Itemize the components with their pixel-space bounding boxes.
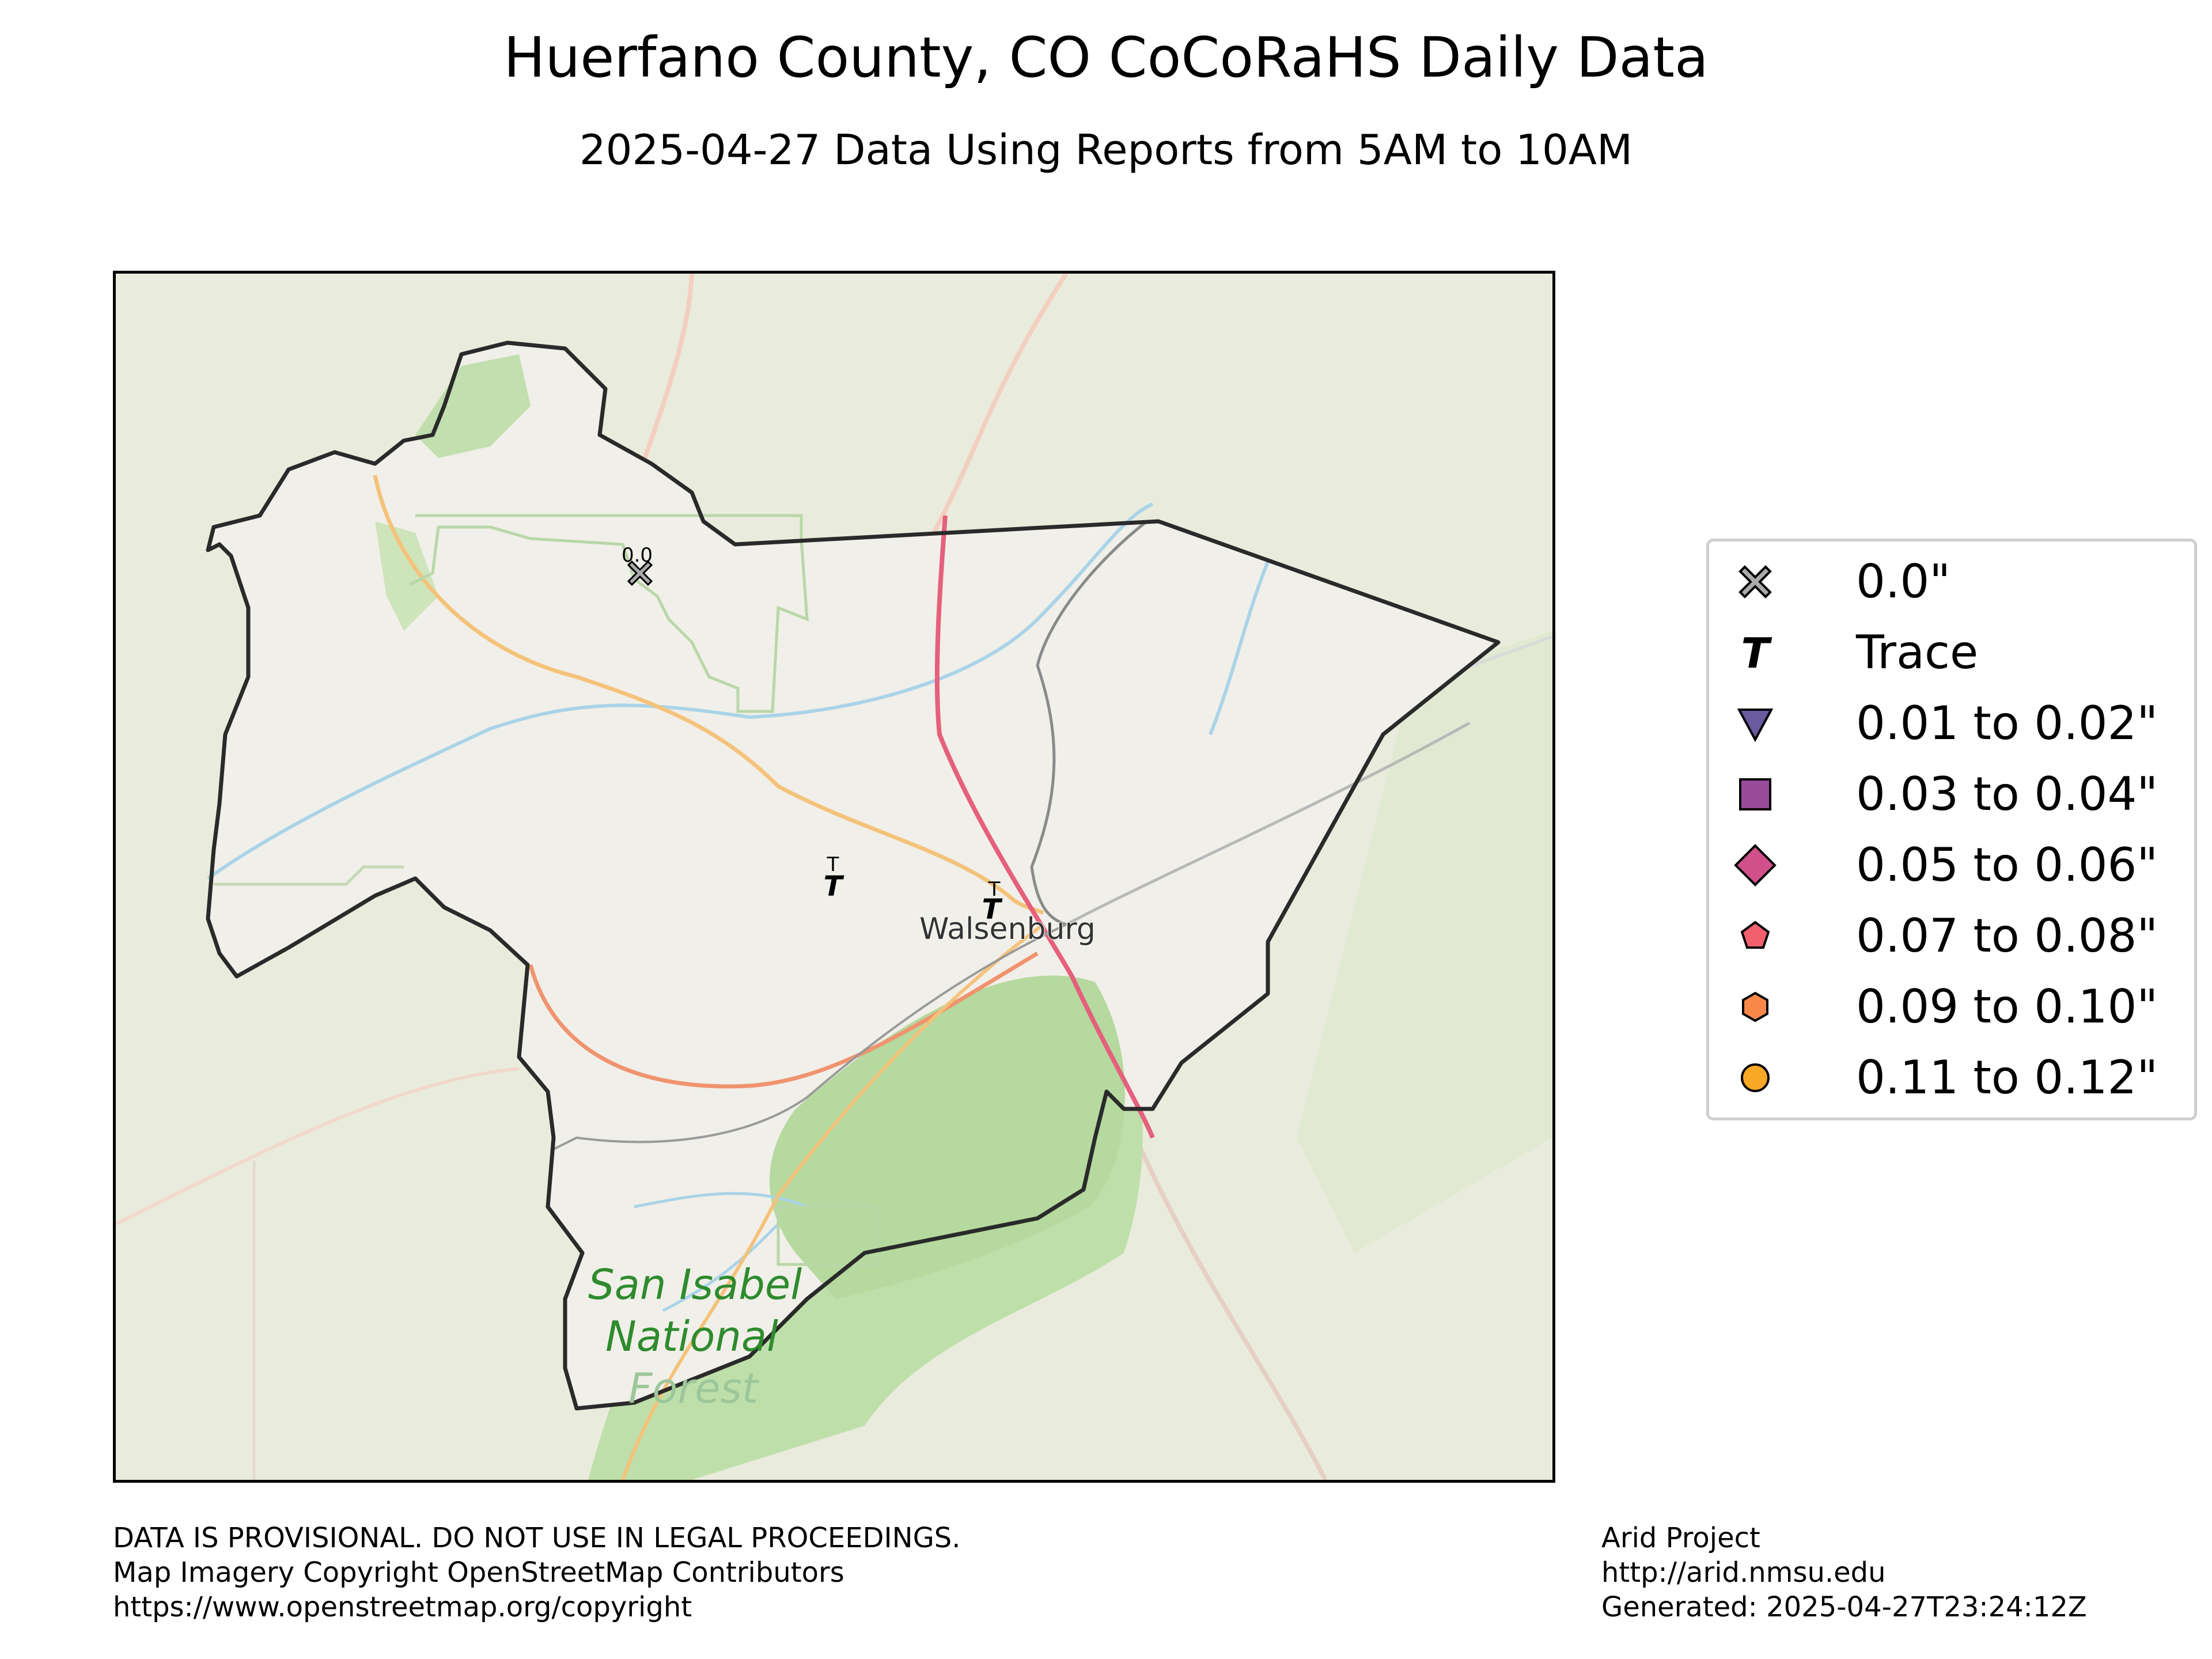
legend-item-0: 0.0" bbox=[1709, 550, 2194, 613]
legend-label: 0.11 to 0.12" bbox=[1856, 1051, 2158, 1104]
basemap-layer bbox=[116, 274, 1552, 1480]
footer-line-copyright-url[interactable]: https://www.openstreetmap.org/copyright bbox=[113, 1591, 692, 1623]
legend-label: 0.05 to 0.06" bbox=[1856, 838, 2158, 892]
railroad-south bbox=[553, 923, 1067, 1150]
footer-credits: Arid Project http://arid.nmsu.edu Genera… bbox=[1601, 1521, 2087, 1624]
footer-line-project-url[interactable]: http://arid.nmsu.edu bbox=[1601, 1556, 1886, 1589]
map-canvas[interactable]: Walsenburg San Isabel National Forest 0.… bbox=[116, 274, 1552, 1480]
circle-icon bbox=[1741, 1063, 1770, 1092]
railroad-north bbox=[1030, 520, 1148, 926]
legend-label: 0.09 to 0.10" bbox=[1856, 980, 2158, 1033]
legend-label: 0.0" bbox=[1856, 555, 1951, 608]
legend: 0.0" T Trace 0.01 to 0.02" 0.03 to 0.04"… bbox=[1706, 539, 2197, 1120]
forest-boundary-north bbox=[408, 514, 809, 713]
station-3[interactable]: T T bbox=[982, 878, 1003, 926]
x-cross-icon bbox=[627, 560, 653, 586]
basemap-green-east bbox=[1297, 631, 1552, 1253]
road-hwy-69 bbox=[373, 475, 1044, 915]
x-cross-icon bbox=[1738, 565, 1772, 599]
station-1[interactable]: 0.0 bbox=[622, 544, 653, 586]
forest-patch-nw bbox=[375, 521, 438, 631]
legend-item-1: T Trace bbox=[1709, 621, 2194, 684]
forest-label-line3: Forest bbox=[628, 1364, 760, 1412]
footer-line-project: Arid Project bbox=[1601, 1522, 1760, 1554]
legend-label: 0.03 to 0.04" bbox=[1856, 767, 2158, 821]
road-i25 bbox=[934, 515, 1155, 1139]
diamond-icon bbox=[1734, 844, 1777, 887]
forest-patch-north bbox=[415, 354, 531, 458]
river-sw bbox=[662, 1223, 779, 1312]
legend-item-3: 0.03 to 0.04" bbox=[1709, 763, 2194, 826]
basemap-road-south bbox=[1122, 1108, 1328, 1480]
county-border bbox=[206, 340, 1501, 1411]
t-icon: T bbox=[824, 870, 844, 903]
legend-item-6: 0.09 to 0.10" bbox=[1709, 975, 2194, 1039]
t-icon: T bbox=[1741, 630, 1772, 676]
svg-text:T: T bbox=[1741, 630, 1772, 676]
footer-line-imagery: Map Imagery Copyright OpenStreetMap Cont… bbox=[113, 1556, 844, 1589]
square-icon bbox=[1739, 778, 1771, 810]
legend-item-5: 0.07 to 0.08" bbox=[1709, 904, 2194, 968]
map-panel[interactable]: Walsenburg San Isabel National Forest 0.… bbox=[113, 271, 1555, 1483]
river-south bbox=[634, 1192, 808, 1209]
forest-label-line1: San Isabel bbox=[588, 1260, 802, 1309]
forest-boundary-west bbox=[214, 865, 404, 886]
station-label: T bbox=[988, 878, 1001, 901]
basemap-road-ne bbox=[931, 274, 1069, 534]
forest-label-line2: National bbox=[605, 1312, 778, 1361]
railroad-east bbox=[1065, 721, 1471, 926]
river-huerfano bbox=[207, 502, 1154, 880]
county-shape bbox=[208, 343, 1498, 1408]
station-2[interactable]: T T bbox=[824, 853, 844, 903]
footer-line-generated: Generated: 2025-04-27T23:24:12Z bbox=[1601, 1591, 2087, 1623]
pentagon-icon bbox=[1740, 921, 1770, 949]
legend-label: 0.01 to 0.02" bbox=[1856, 696, 2158, 750]
river-east bbox=[1209, 560, 1270, 736]
basemap-road-sw bbox=[116, 1067, 520, 1226]
station-label: T bbox=[827, 853, 839, 876]
legend-item-2: 0.01 to 0.02" bbox=[1709, 692, 2194, 755]
road-hwy-south bbox=[621, 923, 1044, 1480]
town-label-walsenburg: Walsenburg bbox=[919, 912, 1096, 946]
triangle-down-icon bbox=[1737, 709, 1774, 743]
forest-boundary-south bbox=[777, 1205, 878, 1266]
legend-item-4: 0.05 to 0.06" bbox=[1709, 834, 2194, 897]
legend-label: 0.07 to 0.08" bbox=[1856, 909, 2158, 963]
footer-line-provisional: DATA IS PROVISIONAL. DO NOT USE IN LEGAL… bbox=[113, 1522, 961, 1554]
chart-title: Huerfano County, CO CoCoRaHS Daily Data bbox=[503, 25, 1709, 90]
hexagon-icon bbox=[1742, 991, 1768, 1022]
chart-subtitle: 2025-04-27 Data Using Reports from 5AM t… bbox=[579, 126, 1633, 174]
legend-label: Trace bbox=[1856, 626, 1979, 679]
legend-item-7: 0.11 to 0.12" bbox=[1709, 1046, 2194, 1109]
t-icon: T bbox=[982, 893, 1003, 926]
footer-disclaimer: DATA IS PROVISIONAL. DO NOT USE IN LEGAL… bbox=[113, 1521, 961, 1624]
